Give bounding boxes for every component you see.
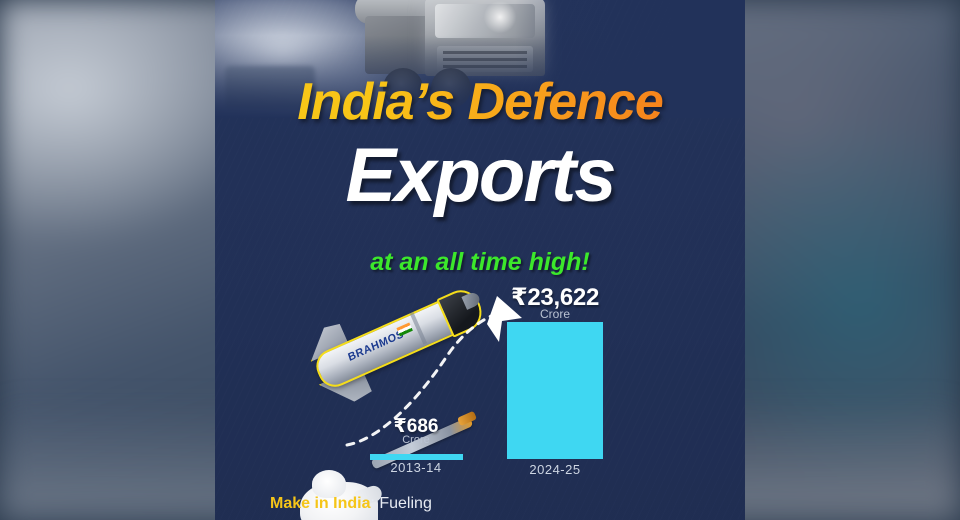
caption-rest: : Fueling (370, 495, 432, 512)
hero-fade-right (515, 0, 745, 118)
page-title-line2: Exports (345, 133, 617, 218)
bar-2013-14 (370, 454, 463, 460)
bar-category-2013-14: 2013-14 (390, 460, 442, 475)
bar-category-2024-25: 2024-25 (529, 462, 581, 477)
bar-value-2024-25: ₹23,622 (510, 284, 599, 311)
soldier-head (312, 470, 346, 498)
bar-unit-2013-14: Crore (402, 434, 430, 446)
page-tagline: at an all time high! (370, 248, 590, 276)
footer-caption: Make in India: Fueling (270, 492, 530, 515)
hero-photo (215, 0, 745, 118)
caption-highlight: Make in India (270, 495, 371, 512)
main-poster-panel: India’s Defence Exports at an all time h… (215, 0, 745, 520)
soldier-figure (290, 410, 478, 520)
page-title-line1: India’s Defence (215, 72, 745, 132)
bar-2024-25 (507, 322, 603, 459)
bar-unit-2024-25: Crore (539, 307, 570, 321)
